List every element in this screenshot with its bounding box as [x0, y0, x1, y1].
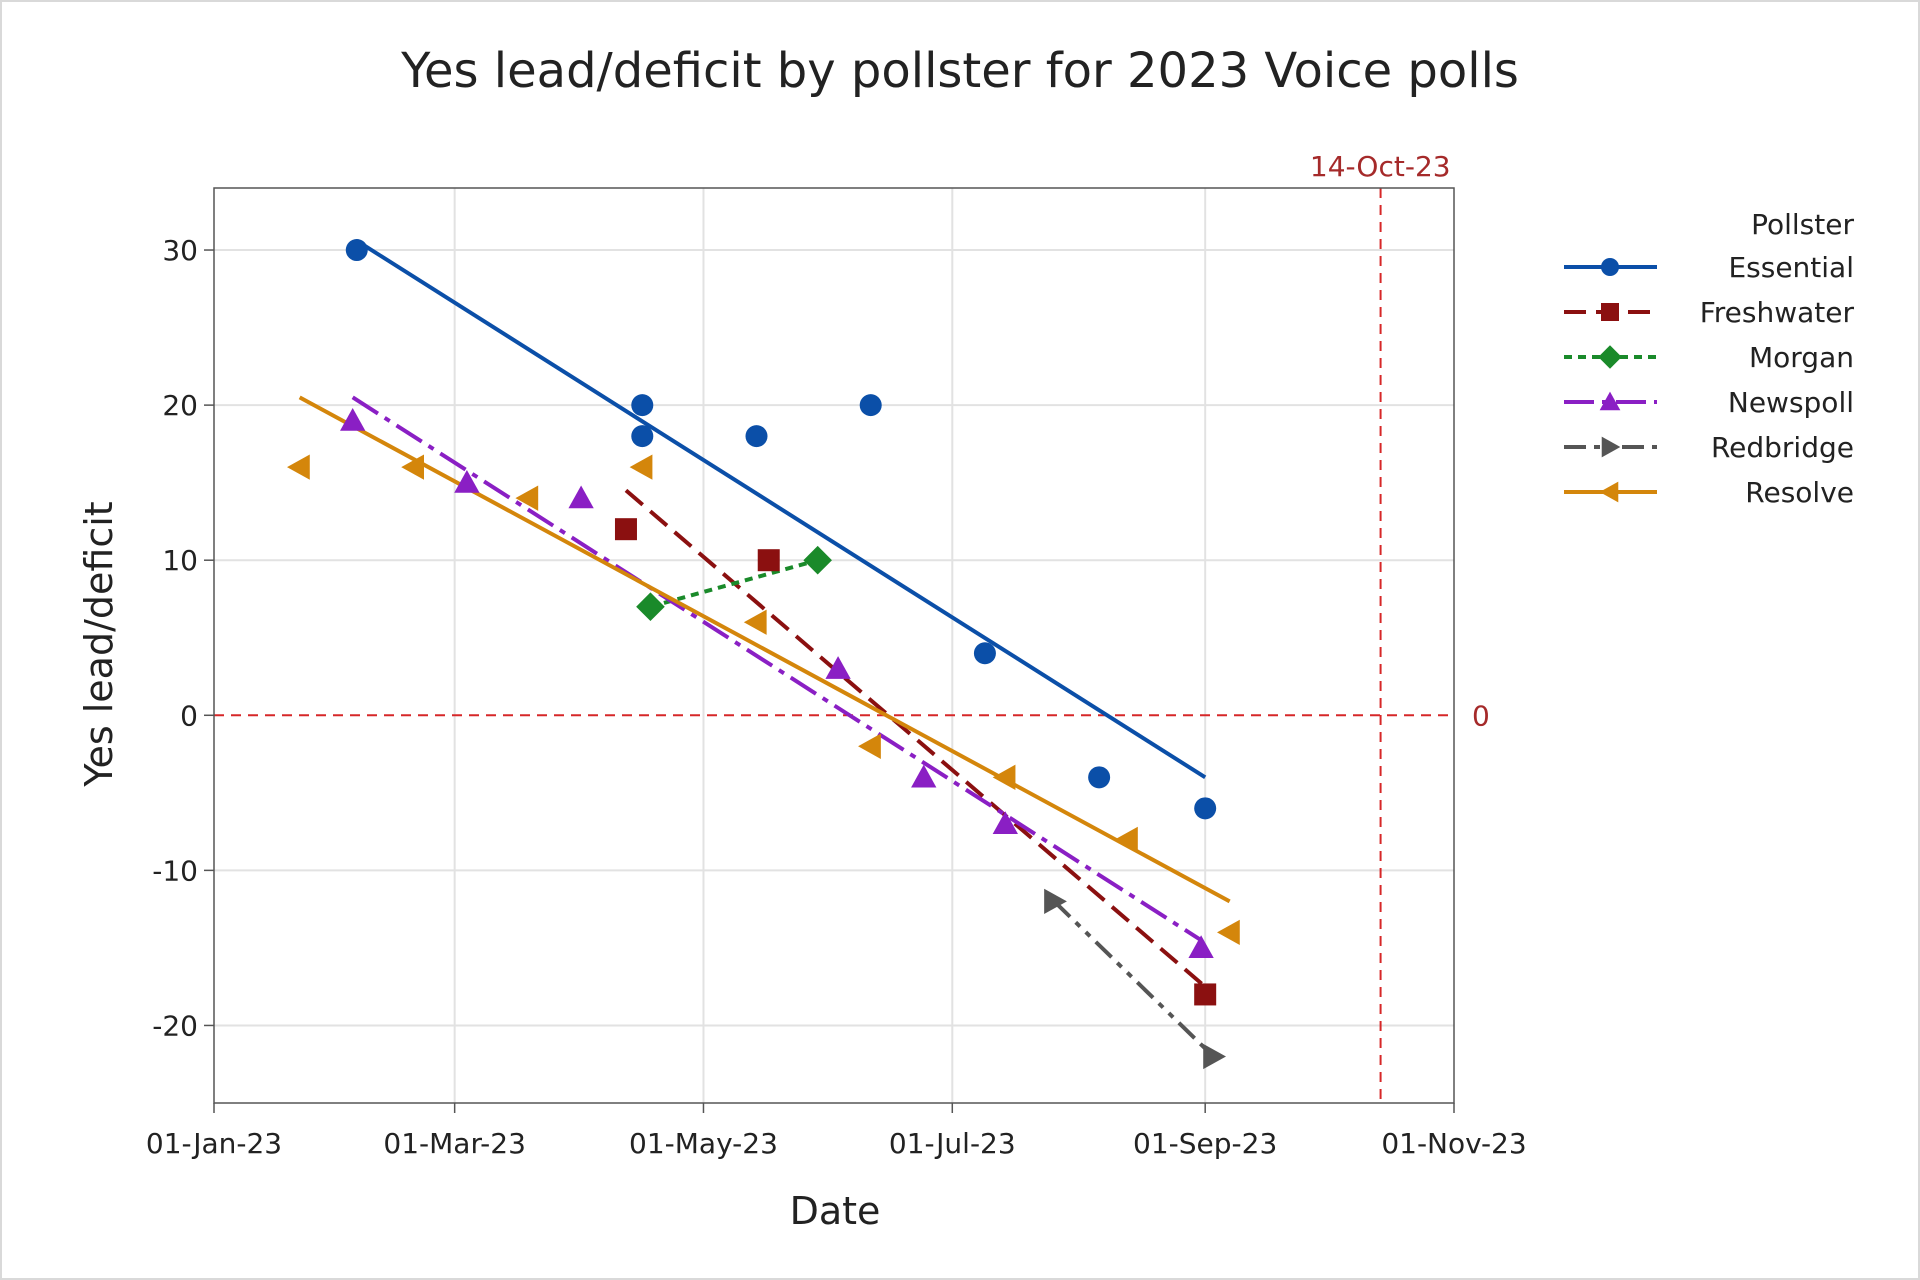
legend: Pollster Essential Freshwater Morgan Newspo…	[1564, 208, 1854, 509]
y-tick-label: 30	[162, 234, 198, 267]
data-point-newspoll	[825, 656, 851, 679]
data-point-resolve	[629, 454, 653, 480]
legend-label-resolve: Resolve	[1745, 476, 1854, 509]
data-point-resolve	[1115, 826, 1138, 853]
legend-label-morgan: Morgan	[1749, 341, 1854, 374]
y-tick-label: 10	[162, 544, 198, 577]
x-tick-label: 01-Jan-23	[146, 1127, 282, 1160]
data-point-freshwater	[1194, 983, 1217, 1006]
data-point-newspoll	[911, 764, 937, 788]
legend-marker-essential	[1601, 258, 1619, 276]
x-tick-label: 01-May-23	[629, 1127, 778, 1160]
data-points	[287, 239, 1240, 1070]
fit-line-essential	[355, 239, 1207, 780]
data-point-newspoll	[340, 407, 366, 431]
y-tick-label: 0	[180, 699, 198, 732]
data-point-essential	[631, 394, 654, 417]
legend-marker-redbridge	[1601, 436, 1621, 458]
horizontal-reference-label: 0	[1472, 699, 1490, 732]
data-point-newspoll	[454, 470, 480, 493]
data-point-resolve	[992, 764, 1016, 790]
data-point-essential	[345, 239, 368, 262]
data-point-resolve	[1217, 919, 1240, 946]
data-point-freshwater	[757, 549, 780, 572]
legend-marker-morgan	[1598, 345, 1622, 369]
x-tick-label: 01-Mar-23	[383, 1127, 526, 1160]
data-point-newspoll	[568, 485, 594, 509]
legend-label-freshwater: Freshwater	[1700, 296, 1855, 329]
legend-marker-resolve	[1599, 481, 1619, 503]
y-axis-label: Yes lead/deficit	[77, 501, 121, 787]
legend-marker-freshwater	[1601, 303, 1619, 321]
data-point-newspoll	[1188, 935, 1214, 959]
data-point-morgan	[803, 545, 832, 575]
x-tick-label: 01-Jul-23	[889, 1127, 1016, 1160]
x-tick-label: 01-Nov-23	[1381, 1127, 1526, 1160]
data-point-essential	[973, 642, 996, 665]
data-point-resolve	[515, 485, 539, 511]
data-point-resolve	[743, 609, 767, 635]
chart-title: Yes lead/deficit by pollster for 2023 Vo…	[400, 43, 1519, 99]
y-tick-label: -10	[152, 854, 198, 887]
axis-ticks: 01-Jan-23 01-Mar-23 01-May-23 01-Jul-23 01-S…	[146, 234, 1527, 1160]
fit-lines	[298, 239, 1231, 1058]
x-tick-label: 01-Sep-23	[1133, 1127, 1277, 1160]
data-point-essential	[859, 394, 882, 417]
fit-line-redbridge	[1052, 899, 1215, 1058]
legend-label-newspoll: Newspoll	[1728, 386, 1854, 419]
x-axis-label: Date	[790, 1189, 881, 1233]
y-tick-label: -20	[152, 1009, 198, 1042]
legend-marker-newspoll	[1599, 391, 1621, 411]
fit-line-morgan	[649, 558, 819, 609]
data-point-resolve	[287, 454, 310, 480]
data-point-essential	[631, 425, 654, 448]
y-tick-label: 20	[162, 389, 198, 422]
data-point-freshwater	[614, 518, 637, 541]
plot-area-border	[213, 187, 1455, 1104]
gridlines	[214, 188, 1454, 1103]
vertical-reference-label: 14-Oct-23	[1310, 150, 1451, 183]
data-point-redbridge	[1203, 1043, 1226, 1070]
reference-lines: 14-Oct-23 0	[214, 150, 1490, 1103]
legend-title: Pollster	[1751, 208, 1854, 241]
fit-line-newspoll	[351, 395, 1203, 942]
fit-line-freshwater	[624, 488, 1207, 989]
data-point-essential	[1088, 766, 1111, 789]
data-point-redbridge	[1044, 888, 1067, 915]
data-point-essential	[1194, 797, 1217, 820]
legend-label-essential: Essential	[1728, 251, 1854, 284]
data-point-morgan	[636, 592, 665, 622]
data-point-essential	[745, 425, 768, 448]
data-point-resolve	[858, 733, 881, 759]
data-point-resolve	[401, 454, 424, 480]
data-point-newspoll	[992, 811, 1018, 834]
legend-label-redbridge: Redbridge	[1711, 431, 1854, 464]
fit-line-resolve	[298, 395, 1231, 904]
